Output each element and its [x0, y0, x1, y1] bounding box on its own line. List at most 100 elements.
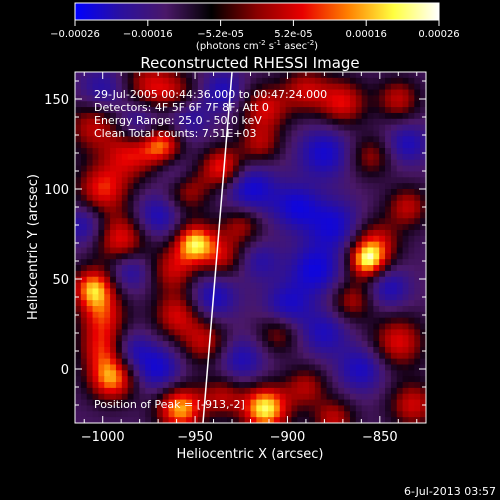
heatmap-cell: [379, 346, 386, 354]
heatmap-cell: [86, 387, 94, 395]
heatmap-cell: [390, 218, 398, 225]
heatmap-cell: [320, 335, 328, 342]
heatmap-cell: [110, 329, 117, 336]
heatmap-cell: [168, 183, 176, 190]
heatmap-cell: [145, 270, 152, 278]
heatmap-cell: [420, 253, 426, 260]
heatmap-cell: [268, 159, 275, 167]
heatmap-cell: [186, 241, 193, 249]
heatmap-cell: [344, 241, 351, 249]
heatmap-cell: [291, 329, 298, 336]
heatmap-cell: [192, 124, 199, 132]
heatmap-cell: [192, 265, 199, 272]
heatmap-cell: [256, 89, 263, 96]
heatmap-cell: [227, 148, 234, 155]
heatmap-cell: [156, 77, 164, 85]
heatmap-cell: [227, 335, 234, 342]
heatmap-cell: [221, 189, 228, 196]
heatmap-cell: [203, 253, 211, 260]
heatmap-cell: [162, 335, 170, 342]
heatmap-cell: [373, 200, 380, 208]
heatmap-cell: [174, 183, 181, 190]
heatmap-cell: [402, 376, 410, 383]
heatmap-cell: [332, 206, 339, 213]
heatmap-cell: [314, 317, 322, 325]
heatmap-cell: [250, 72, 257, 79]
heatmap-cell: [268, 317, 275, 325]
heatmap-cell: [92, 247, 99, 254]
heatmap-cell: [250, 112, 257, 120]
heatmap-cell: [297, 200, 304, 208]
heatmap-cell: [379, 229, 386, 237]
heatmap-cell: [320, 171, 328, 178]
heatmap-cell: [256, 382, 263, 389]
heatmap-cell: [256, 346, 263, 354]
heatmap-cell: [115, 136, 123, 143]
heatmap-cell: [192, 229, 199, 237]
heatmap-cell: [268, 259, 275, 266]
heatmap-cell: [145, 346, 152, 354]
heatmap-cell: [180, 200, 187, 208]
heatmap-cell: [127, 153, 135, 161]
heatmap-cell: [385, 311, 392, 319]
heatmap-cell: [414, 171, 421, 178]
heatmap-cell: [75, 364, 82, 371]
heatmap-cell: [262, 153, 269, 161]
heatmap-cell: [349, 171, 357, 178]
heatmap-cell: [221, 294, 228, 301]
heatmap-cell: [279, 382, 287, 389]
heatmap-cell: [385, 241, 392, 249]
heatmap-cell: [309, 329, 316, 336]
heatmap-cell: [151, 200, 158, 208]
heatmap-cell: [279, 253, 287, 260]
heatmap-cell: [238, 393, 246, 401]
heatmap-cell: [156, 294, 164, 301]
heatmap-cell: [209, 276, 216, 284]
heatmap-cell: [115, 346, 123, 354]
heatmap-cell: [303, 387, 310, 395]
heatmap-cell: [320, 282, 328, 290]
heatmap-cell: [338, 153, 345, 161]
heatmap-cell: [314, 148, 322, 155]
heatmap-cell: [80, 142, 88, 149]
heatmap-cell: [145, 212, 152, 219]
heatmap-cell: [215, 282, 222, 290]
heatmap-cell: [192, 306, 199, 313]
heatmap-cell: [326, 165, 333, 173]
heatmap-cell: [162, 235, 170, 243]
heatmap-cell: [414, 294, 421, 301]
heatmap-cell: [180, 323, 187, 330]
heatmap-cell: [227, 300, 234, 307]
heatmap-cell: [367, 200, 374, 208]
heatmap-cell: [151, 300, 158, 307]
heatmap-cell: [133, 323, 140, 330]
heatmap-cell: [344, 405, 351, 412]
heatmap-cell: [156, 136, 164, 143]
heatmap-cell: [291, 306, 298, 313]
heatmap-cells: [75, 72, 426, 423]
heatmap-cell: [156, 364, 164, 371]
heatmap-cell: [168, 341, 176, 348]
heatmap-cell: [203, 83, 211, 91]
heatmap-cell: [262, 95, 269, 102]
heatmap-cell: [379, 189, 386, 196]
heatmap-cell: [291, 194, 298, 202]
heatmap-cell: [349, 253, 357, 260]
heatmap-cell: [309, 136, 316, 143]
heatmap-cell: [127, 300, 135, 307]
heatmap-cell: [174, 77, 181, 85]
heatmap-cell: [168, 235, 176, 243]
heatmap-cell: [285, 382, 293, 389]
heatmap-cell: [420, 341, 426, 348]
heatmap-cell: [268, 288, 275, 295]
heatmap-cell: [156, 346, 164, 354]
heatmap-cell: [180, 148, 187, 155]
heatmap-cell: [297, 159, 304, 167]
heatmap-cell: [367, 259, 374, 266]
heatmap-cell: [203, 323, 211, 330]
heatmap-cell: [379, 405, 386, 412]
heatmap-cell: [361, 259, 369, 266]
heatmap-cell: [268, 194, 275, 202]
heatmap-cell: [80, 364, 88, 371]
heatmap-cell: [151, 153, 158, 161]
